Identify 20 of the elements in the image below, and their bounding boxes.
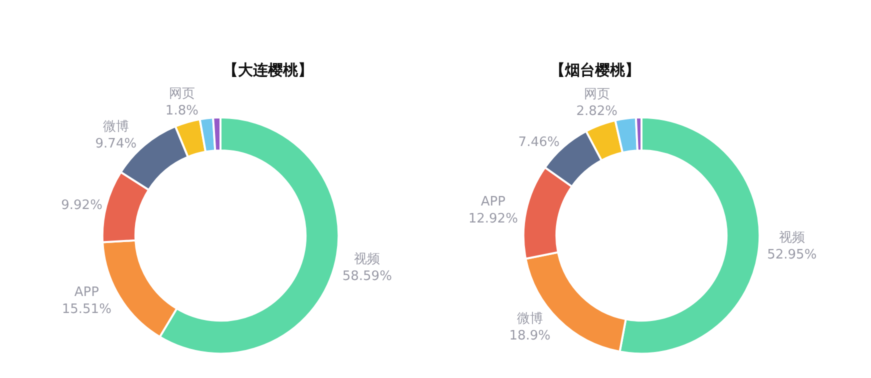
chart-title: 【大连樱桃】 [223, 62, 313, 79]
slice-label: 视频 [354, 252, 380, 268]
data-label: 15.51% [62, 302, 112, 317]
slice-label: APP [74, 284, 100, 300]
data-label: 9.74% [95, 136, 137, 152]
data-label: 18.9% [509, 328, 551, 344]
data-label: 12.92% [468, 211, 518, 226]
slice-label: 微博 [102, 120, 129, 135]
slice-label: 网页 [168, 86, 195, 102]
data-label: 7.46% [518, 135, 560, 150]
data-label: 9.92% [61, 198, 102, 213]
data-label: 58.59% [342, 269, 392, 284]
slice-label: 视频 [778, 230, 805, 246]
chart-title: 【烟台樱桃】 [550, 62, 640, 79]
slice-label: 微博 [516, 312, 543, 327]
data-label: 2.82% [576, 104, 618, 119]
data-label: 52.95% [767, 248, 817, 263]
slice-label: APP [480, 194, 506, 210]
data-label: 1.8% [165, 103, 198, 118]
slice-label: 网页 [584, 86, 610, 102]
